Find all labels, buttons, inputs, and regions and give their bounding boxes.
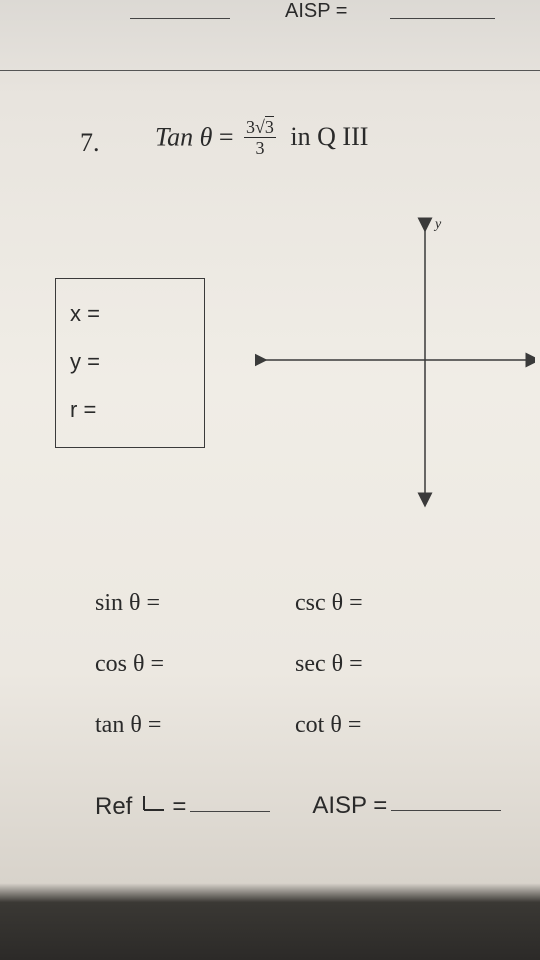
ref-label: Ref <box>95 793 132 821</box>
y-axis-label: y <box>433 217 442 232</box>
fraction-numerator: 3√3 <box>244 118 276 138</box>
radicand: 3 <box>265 116 274 137</box>
prev-aisp-underline <box>390 18 495 19</box>
tan-label-row: tan θ = <box>95 712 295 739</box>
ref-equals: = <box>172 793 186 821</box>
tan-label: Tan <box>155 122 193 151</box>
trig-row-1: sin θ = csc θ = <box>95 590 475 617</box>
angle-icon <box>140 792 166 814</box>
previous-problem-fragment: AISP = <box>0 0 540 70</box>
ref-angle-part: Ref = <box>95 792 270 821</box>
sin-label: sin θ = <box>95 590 295 617</box>
aisp-part: AISP = <box>312 792 501 821</box>
x-equals: x = <box>70 301 204 327</box>
equals-sign: = <box>219 122 234 151</box>
sec-label: sec θ = <box>295 651 475 678</box>
cot-label: cot θ = <box>295 712 475 739</box>
trig-functions-grid: sin θ = csc θ = cos θ = sec θ = tan θ = … <box>95 590 475 773</box>
aisp-label: AISP = <box>312 792 387 820</box>
problem-number: 7. <box>80 128 100 158</box>
y-equals: y = <box>70 349 204 375</box>
worksheet-page: AISP = 7. Tan θ = 3√3 3 in Q III x = y =… <box>0 0 540 960</box>
num-coef: 3 <box>246 117 255 137</box>
trig-row-2: cos θ = sec θ = <box>95 651 475 678</box>
problem-statement: Tan θ = 3√3 3 in Q III <box>155 120 368 159</box>
fraction-denominator: 3 <box>244 138 276 157</box>
trig-row-3: tan θ = cot θ = <box>95 712 475 739</box>
bottom-answer-row: Ref = AISP = <box>95 792 515 821</box>
xyr-box: x = y = r = <box>55 278 205 448</box>
theta-symbol: θ <box>200 122 213 151</box>
csc-label: csc θ = <box>295 590 475 617</box>
sqrt-symbol: √ <box>255 118 265 136</box>
cos-label: cos θ = <box>95 651 295 678</box>
prev-aisp-label: AISP = <box>285 0 347 23</box>
divider-line <box>0 70 540 71</box>
prev-ref-underline <box>130 18 230 19</box>
fraction: 3√3 3 <box>244 118 276 157</box>
aisp-blank-underline <box>391 810 501 811</box>
quadrant-text: in Q III <box>290 122 368 151</box>
r-equals: r = <box>70 397 204 423</box>
ref-blank-underline <box>190 811 270 812</box>
coordinate-axes: y <box>255 210 535 510</box>
